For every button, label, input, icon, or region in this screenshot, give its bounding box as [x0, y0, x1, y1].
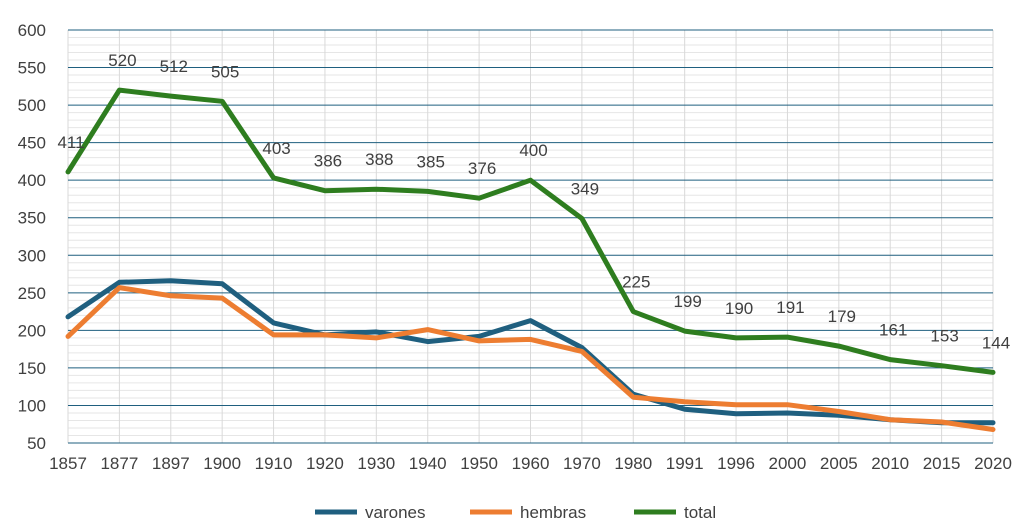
gridlines [67, 29, 994, 444]
x-tick-label: 1857 [49, 454, 87, 473]
series-lines [65, 87, 996, 432]
data-label: 386 [314, 152, 342, 171]
data-label: 388 [365, 150, 393, 169]
x-tick-label: 1877 [100, 454, 138, 473]
x-tick-label: 1920 [306, 454, 344, 473]
legend: varones hembras total [315, 503, 716, 522]
x-tick-label: 1960 [512, 454, 550, 473]
series-line-hembras [65, 285, 996, 432]
x-tick-label: 1910 [255, 454, 293, 473]
series-line-varones [65, 278, 996, 426]
y-axis-ticks: 50 100 150 200 250 300 350 400 450 500 550 600 [18, 21, 46, 453]
x-tick-label: 1996 [717, 454, 755, 473]
x-tick-label: 2000 [769, 454, 807, 473]
x-tick-label: 1980 [614, 454, 652, 473]
data-label: 190 [725, 299, 753, 318]
data-label: 385 [417, 152, 445, 171]
data-label: 161 [879, 321, 907, 340]
x-tick-label: 1897 [152, 454, 190, 473]
x-tick-label: 1991 [666, 454, 704, 473]
y-tick-label: 600 [18, 21, 46, 40]
x-tick-label: 1930 [357, 454, 395, 473]
data-label: 512 [160, 57, 188, 76]
data-label: 505 [211, 62, 239, 81]
y-tick-label: 200 [18, 321, 46, 340]
data-label: 376 [468, 159, 496, 178]
x-tick-label: 1900 [203, 454, 241, 473]
x-tick-label: 2015 [923, 454, 961, 473]
data-label: 400 [519, 141, 547, 160]
data-labels: 411 520 512 505 403 386 388 385 376 400 349 225 199 1… [57, 51, 1010, 352]
y-tick-label: 100 [18, 396, 46, 415]
x-tick-label: 2005 [820, 454, 858, 473]
x-axis-ticks: 1857 1877 1897 1900 1910 1920 1930 1940 1950 1960… [49, 454, 1012, 473]
y-tick-label: 500 [18, 96, 46, 115]
data-label: 144 [982, 333, 1010, 352]
x-tick-label: 1940 [409, 454, 447, 473]
data-label: 191 [776, 298, 804, 317]
y-tick-label: 550 [18, 59, 46, 78]
y-tick-label: 250 [18, 284, 46, 303]
data-label: 153 [930, 327, 958, 346]
x-tick-label: 2010 [871, 454, 909, 473]
y-tick-label: 400 [18, 171, 46, 190]
data-label: 411 [57, 133, 84, 152]
data-label: 520 [108, 51, 136, 70]
x-tick-label: 1970 [563, 454, 601, 473]
data-label: 403 [262, 139, 290, 158]
x-tick-label: 2020 [974, 454, 1012, 473]
legend-label-varones: varones [365, 503, 425, 522]
data-label: 225 [622, 273, 650, 292]
y-tick-label: 450 [18, 134, 46, 153]
data-label: 179 [828, 307, 856, 326]
data-label: 349 [571, 179, 599, 198]
legend-label-total: total [684, 503, 716, 522]
data-label: 199 [673, 292, 701, 311]
y-tick-label: 50 [27, 434, 46, 453]
y-tick-label: 350 [18, 209, 46, 228]
x-tick-label: 1950 [460, 454, 498, 473]
series-line-total [65, 87, 996, 375]
y-tick-label: 300 [18, 246, 46, 265]
y-tick-label: 150 [18, 359, 46, 378]
legend-label-hembras: hembras [520, 503, 586, 522]
